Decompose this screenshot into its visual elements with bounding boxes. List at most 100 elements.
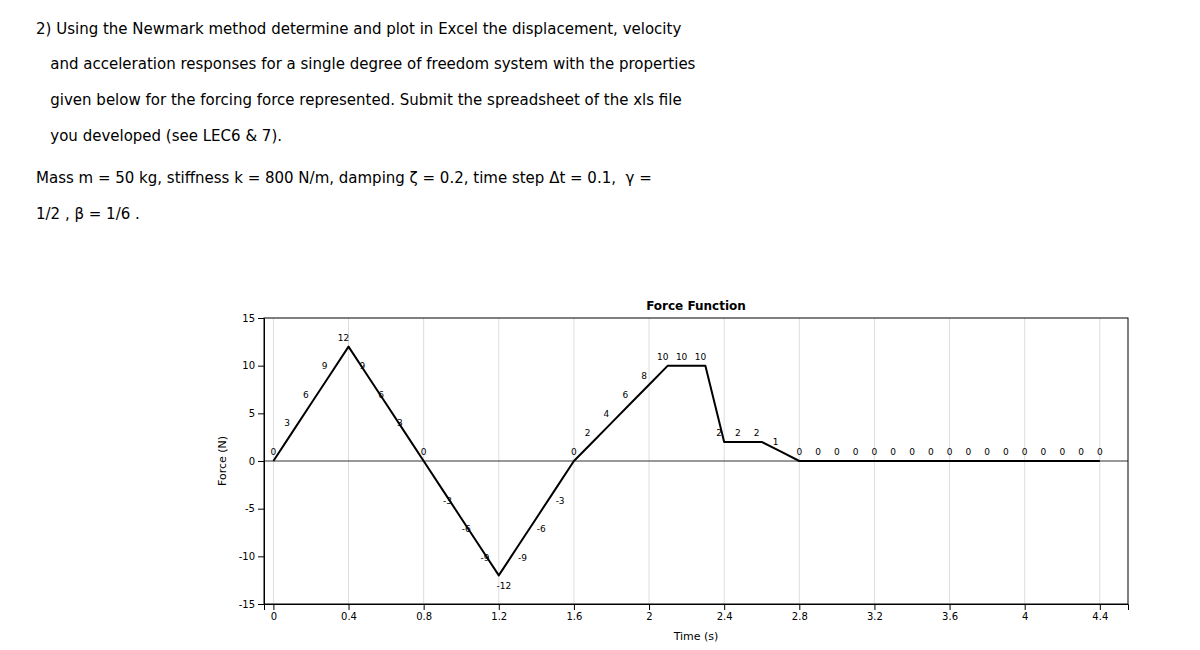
data-label: 0: [1059, 447, 1065, 457]
x-axis: 0 0.4 0.8 1.2 1.6 2 2.4 2.8 3.2 3.6 4 4.4: [265, 604, 1129, 622]
header-text: 1/2 , β = 1/6 .: [36, 205, 140, 223]
y-tick: -15: [239, 599, 264, 610]
data-label: 0: [928, 447, 934, 457]
data-label: 10: [657, 352, 669, 362]
data-label: 2: [716, 428, 722, 438]
x-tick-mark: [499, 604, 500, 610]
data-label: -6: [462, 524, 471, 534]
marks: [273, 347, 1099, 576]
data-label: 0: [571, 447, 577, 457]
data-label: 1: [773, 437, 779, 447]
x-tick: 4: [1022, 604, 1028, 622]
data-label: 6: [303, 390, 309, 400]
x-tick: 2.4: [717, 604, 733, 622]
x-tick: 0: [271, 604, 277, 622]
x-tick-mark: [1100, 604, 1101, 610]
data-label: 4: [604, 409, 610, 419]
page: 2) Using the Newmark method determine an…: [0, 0, 1200, 650]
data-label: 0: [815, 447, 821, 457]
x-tick-label: 0.4: [341, 611, 357, 622]
x-tick: 0.4: [341, 604, 357, 622]
x-tick: 4.4: [1092, 604, 1108, 622]
y-tick-label: 5: [249, 408, 255, 419]
y-tick-label: 10: [242, 360, 255, 371]
data-label: -12: [496, 581, 511, 591]
y-tick: 0: [249, 456, 264, 467]
data-label: -6: [537, 524, 546, 534]
x-tick-label: 2.8: [792, 611, 808, 622]
x-tick: 1.2: [491, 604, 507, 622]
data-label: 6: [378, 390, 384, 400]
x-tick-mark: [649, 604, 650, 610]
x-tick-mark: [574, 604, 575, 610]
x-tick-mark: [424, 604, 425, 610]
y-tick-label: -10: [239, 551, 255, 562]
x-tick: 2.8: [792, 604, 808, 622]
x-tick-label: 4.4: [1092, 611, 1108, 622]
title: Force Function: [646, 299, 746, 313]
data-label: 0: [796, 447, 802, 457]
y-axis-title: Force (N): [216, 436, 229, 486]
data-label: 0: [909, 447, 915, 457]
x-tick: 3.6: [942, 604, 958, 622]
header-text: and acceleration responses for a single …: [36, 55, 695, 73]
x-tick-mark: [349, 604, 350, 610]
data-label: -9: [518, 553, 527, 563]
y-tick-label: 0: [249, 456, 255, 467]
x-tick: 1.6: [566, 604, 582, 622]
y-tick-mark: [258, 556, 264, 557]
y-tick: 10: [242, 360, 264, 371]
data-label: 0: [834, 447, 840, 457]
x-tick-label: 3.2: [867, 611, 883, 622]
data-label: -3: [443, 496, 452, 506]
line: [273, 347, 1099, 576]
x-tick-label: 0.8: [416, 611, 432, 622]
x-tick-label: 1.2: [491, 611, 507, 622]
data-label: 0: [853, 447, 859, 457]
data-label: 6: [622, 390, 628, 400]
data-label: 3: [284, 418, 290, 428]
x-tick-mark: [1025, 604, 1026, 610]
data-label: 3: [397, 418, 403, 428]
data-labels: 0369129630-3-6-9-12-9-6-3024681010102221…: [271, 333, 1103, 592]
data-label: 0: [890, 447, 896, 457]
data-label: 0: [1003, 447, 1009, 457]
data-label: 10: [676, 352, 688, 362]
data-label: 9: [359, 361, 365, 371]
y-axis: -15 -10 -5 0 5 10 15: [239, 313, 265, 610]
data-label: 0: [1022, 447, 1028, 457]
x-tick: 2: [646, 604, 652, 622]
data-label: 0: [271, 447, 277, 457]
y-tick-mark: [258, 366, 264, 367]
y-tick-mark: [258, 318, 264, 319]
data-label: 0: [1041, 447, 1047, 457]
data-label: 0: [965, 447, 971, 457]
y-tick-label: -5: [245, 503, 255, 514]
data-label: 0: [421, 447, 427, 457]
chart: 0 0.4 0.8 1.2 1.6 2 2.4 2.8 3.2 3.6 4 4.4 -15 -10 -5 0 5…: [0, 0, 1200, 650]
header-text: you developed (see LEC6 & 7).: [36, 127, 282, 145]
y-tick-label: 15: [242, 313, 255, 324]
x-tick: 3.2: [867, 604, 883, 622]
data-label: -9: [481, 553, 490, 563]
y-tick-mark: [258, 461, 264, 462]
y-tick: -10: [239, 551, 264, 562]
x-tick-mark: [874, 604, 875, 610]
data-label: 0: [947, 447, 953, 457]
x-tick-mark: [950, 604, 951, 610]
x-axis-title: Time (s): [673, 630, 719, 643]
data-label: 2: [754, 428, 760, 438]
header-text: Mass m = 50 kg, stiffness k = 800 N/m, d…: [36, 169, 652, 187]
y-tick-mark: [258, 604, 264, 605]
data-label: -3: [556, 496, 565, 506]
x-tick-label: 2.4: [717, 611, 733, 622]
data-label: 8: [641, 371, 647, 381]
data-label: 9: [322, 361, 328, 371]
data-label: 2: [585, 428, 591, 438]
data-label: 0: [1078, 447, 1084, 457]
data-label: 0: [984, 447, 990, 457]
header-text: given below for the forcing force repres…: [36, 91, 682, 109]
y-tick: -5: [245, 503, 264, 514]
x-tick-mark: [273, 604, 274, 610]
x-tick-label: 0: [271, 611, 277, 622]
